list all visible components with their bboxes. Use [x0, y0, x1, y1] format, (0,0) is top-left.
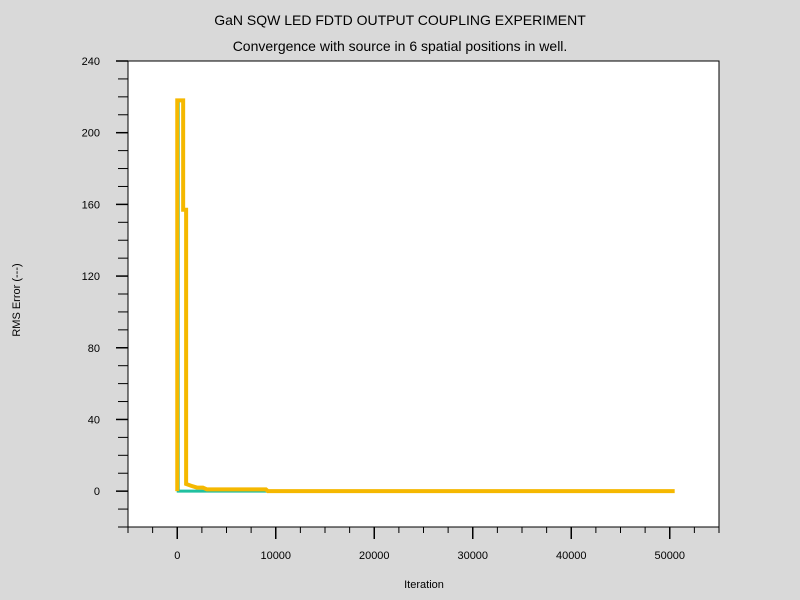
- x-tick-label: 20000: [359, 550, 390, 562]
- chart-subtitle: Convergence with source in 6 spatial pos…: [232, 38, 568, 54]
- y-tick-label: 0: [94, 486, 100, 498]
- y-axis-label: RMS Error (---): [11, 263, 23, 336]
- series-line-2: [175, 98, 675, 494]
- chart-title: GaN SQW LED FDTD OUTPUT COUPLING EXPERIM…: [214, 12, 586, 28]
- y-tick-label: 120: [82, 271, 100, 283]
- x-tick-label: 10000: [260, 550, 291, 562]
- x-tick-label: 0: [174, 550, 180, 562]
- y-tick-label: 40: [88, 414, 100, 426]
- x-tick-label: 50000: [654, 550, 685, 562]
- x-axis-label: Iteration: [404, 579, 444, 591]
- y-tick-label: 160: [82, 199, 100, 211]
- y-tick-label: 240: [82, 56, 100, 68]
- plot-area: [127, 60, 720, 528]
- y-tick-label: 200: [82, 128, 100, 140]
- x-tick-label: 30000: [457, 550, 488, 562]
- x-tick-label: 40000: [556, 550, 587, 562]
- y-tick-label: 80: [88, 343, 100, 355]
